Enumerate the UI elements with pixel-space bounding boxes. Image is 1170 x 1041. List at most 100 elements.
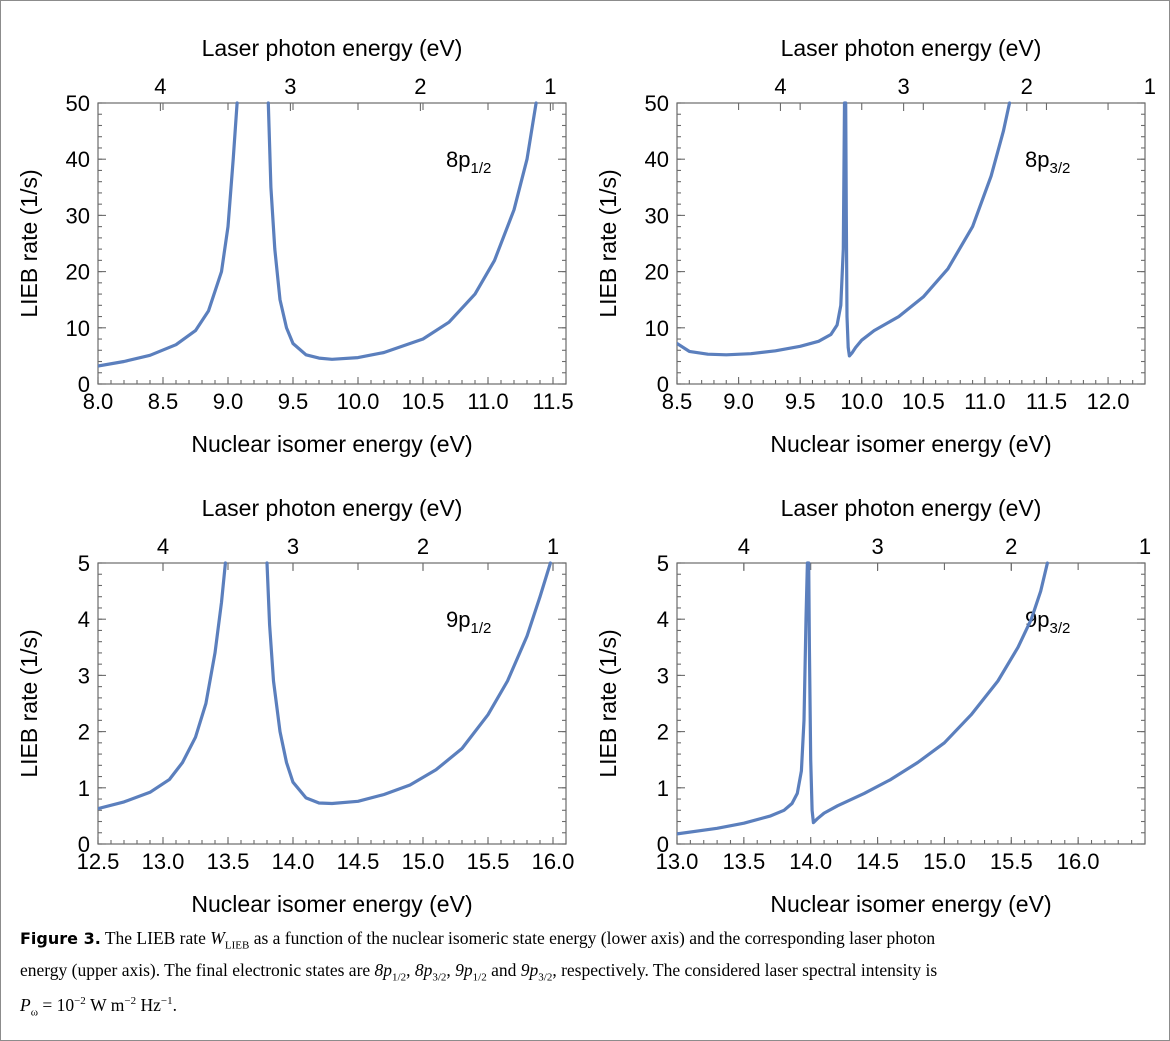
x-tick-label: 12.5 — [77, 849, 120, 874]
caption-symbol: W — [210, 928, 225, 948]
caption-superscript: −1 — [160, 995, 173, 1007]
y-tick-label: 4 — [78, 607, 90, 632]
x-tick-label: 11.0 — [964, 389, 1005, 414]
top-tick-label: 3 — [871, 534, 883, 559]
top-axis-title: Laser photon energy (eV) — [781, 35, 1042, 61]
lieb-rate-curve — [677, 101, 1012, 358]
y-tick-label: 4 — [657, 607, 669, 632]
caption-subscript: LIEB — [224, 939, 250, 952]
x-tick-label: 13.0 — [656, 849, 699, 874]
x-tick-label: 14.5 — [856, 849, 899, 874]
caption-line-1: Figure 3. The LIEB rate WLIEB as a funct… — [20, 926, 1140, 958]
x-tick-label: 15.5 — [990, 849, 1033, 874]
panel-state-label: 9p3/2 — [1025, 607, 1070, 637]
figure-caption: Figure 3. The LIEB rate WLIEB as a funct… — [20, 926, 1140, 1024]
top-tick-label: 2 — [417, 534, 429, 559]
panel-state-main: 9p — [1025, 607, 1049, 632]
top-tick-label: 2 — [414, 74, 426, 99]
y-tick-label: 10 — [645, 316, 669, 341]
y-tick-label: 0 — [78, 832, 90, 857]
y-axis-title: LIEB rate (1/s) — [595, 629, 621, 777]
lieb-rate-curve — [98, 101, 239, 368]
caption-text: Hz — [136, 994, 161, 1015]
x-axis-title: Nuclear isomer energy (eV) — [770, 431, 1051, 457]
x-tick-label: 11.5 — [532, 389, 573, 414]
y-axis-title: LIEB rate (1/s) — [595, 169, 621, 317]
x-tick-label: 8.5 — [662, 389, 693, 414]
y-tick-label: 30 — [66, 203, 90, 228]
panel-state-main: 8p — [1025, 147, 1049, 172]
caption-text: , — [406, 959, 415, 980]
y-tick-label: 40 — [645, 147, 669, 172]
figure-label: Figure 3. — [20, 929, 101, 948]
caption-subscript: 1/2 — [472, 971, 487, 983]
y-tick-label: 50 — [645, 91, 669, 116]
x-tick-label: 9.5 — [278, 389, 309, 414]
x-tick-label: 16.0 — [1057, 849, 1100, 874]
y-tick-label: 20 — [66, 260, 90, 285]
y-tick-label: 0 — [657, 832, 669, 857]
panel-state-subscript: 3/2 — [1049, 160, 1070, 177]
top-tick-label: 2 — [1021, 74, 1033, 99]
caption-symbol: P — [20, 994, 31, 1015]
caption-text: and — [486, 959, 521, 980]
x-tick-label: 14.0 — [789, 849, 832, 874]
panel-state-label: 8p3/2 — [1025, 147, 1070, 177]
top-tick-label: 3 — [287, 534, 299, 559]
x-tick-label: 16.0 — [532, 849, 575, 874]
plot-frame — [676, 102, 1146, 385]
plot-frame — [97, 102, 567, 385]
y-tick-label: 3 — [78, 663, 90, 688]
panel-state-label: 9p1/2 — [446, 607, 491, 637]
top-tick-label: 1 — [1144, 74, 1156, 99]
x-tick-label: 10.0 — [337, 389, 380, 414]
caption-subscript: ω — [30, 1006, 38, 1019]
y-tick-label: 1 — [657, 776, 669, 801]
top-tick-label: 2 — [1005, 534, 1017, 559]
top-tick-label: 4 — [154, 74, 166, 99]
caption-text: , respectively. The considered laser spe… — [552, 959, 938, 980]
x-tick-label: 10.5 — [902, 389, 945, 414]
y-tick-label: 5 — [78, 551, 90, 576]
x-tick-label: 11.0 — [467, 389, 508, 414]
x-tick-label: 14.0 — [272, 849, 315, 874]
chart-panel: 8.0 8.5 9.0 9.5 10.0 10.5 11.0 11.5 0 10 20 30 40 50 4… — [16, 35, 574, 457]
caption-line-2: energy (upper axis). The final electroni… — [20, 958, 1140, 990]
x-tick-label: 9.0 — [723, 389, 754, 414]
x-tick-label: 13.5 — [722, 849, 765, 874]
caption-text: The LIEB rate — [104, 928, 211, 948]
panel-state-main: 8p — [446, 147, 470, 172]
lieb-rate-curve — [266, 101, 538, 361]
y-tick-label: 10 — [66, 316, 90, 341]
caption-text: = 10 — [37, 994, 75, 1015]
caption-state: 9p — [455, 959, 473, 980]
x-tick-label: 11.5 — [1026, 389, 1067, 414]
top-tick-label: 4 — [774, 74, 786, 99]
caption-subscript: 1/2 — [392, 971, 407, 983]
y-tick-label: 2 — [657, 720, 669, 745]
caption-text: energy (upper axis). The final electroni… — [20, 959, 375, 980]
x-tick-label: 9.0 — [213, 389, 244, 414]
y-tick-label: 3 — [657, 663, 669, 688]
figure-panels: 8.0 8.5 9.0 9.5 10.0 10.5 11.0 11.5010203040504… — [16, 35, 1156, 917]
caption-superscript: −2 — [74, 995, 86, 1007]
x-tick-label: 8.0 — [83, 389, 114, 414]
x-tick-label: 15.5 — [467, 849, 510, 874]
caption-state: 8p — [414, 959, 433, 980]
top-tick-label: 3 — [897, 74, 909, 99]
panel-state-label: 8p1/2 — [446, 147, 491, 177]
top-axis-title: Laser photon energy (eV) — [781, 495, 1042, 521]
x-tick-label: 12.0 — [1087, 389, 1130, 414]
y-axis-title: LIEB rate (1/s) — [16, 629, 42, 777]
x-axis-title: Nuclear isomer energy (eV) — [770, 891, 1051, 917]
panel-state-subscript: 3/2 — [1049, 620, 1070, 637]
top-axis-title: Laser photon energy (eV) — [202, 495, 463, 521]
x-tick-label: 14.5 — [337, 849, 380, 874]
panel-state-main: 9p — [446, 607, 470, 632]
caption-subscript: 3/2 — [538, 971, 553, 983]
lieb-rate-curve — [677, 561, 1050, 836]
chart-panel: 13.0 13.5 14.0 14.5 15.0 15.5 16.0 0 1 2 3 4 5 4 3 2 1 La… — [595, 495, 1151, 917]
x-axis-title: Nuclear isomer energy (eV) — [191, 891, 472, 917]
y-tick-label: 20 — [645, 260, 669, 285]
top-tick-label: 1 — [1139, 534, 1151, 559]
